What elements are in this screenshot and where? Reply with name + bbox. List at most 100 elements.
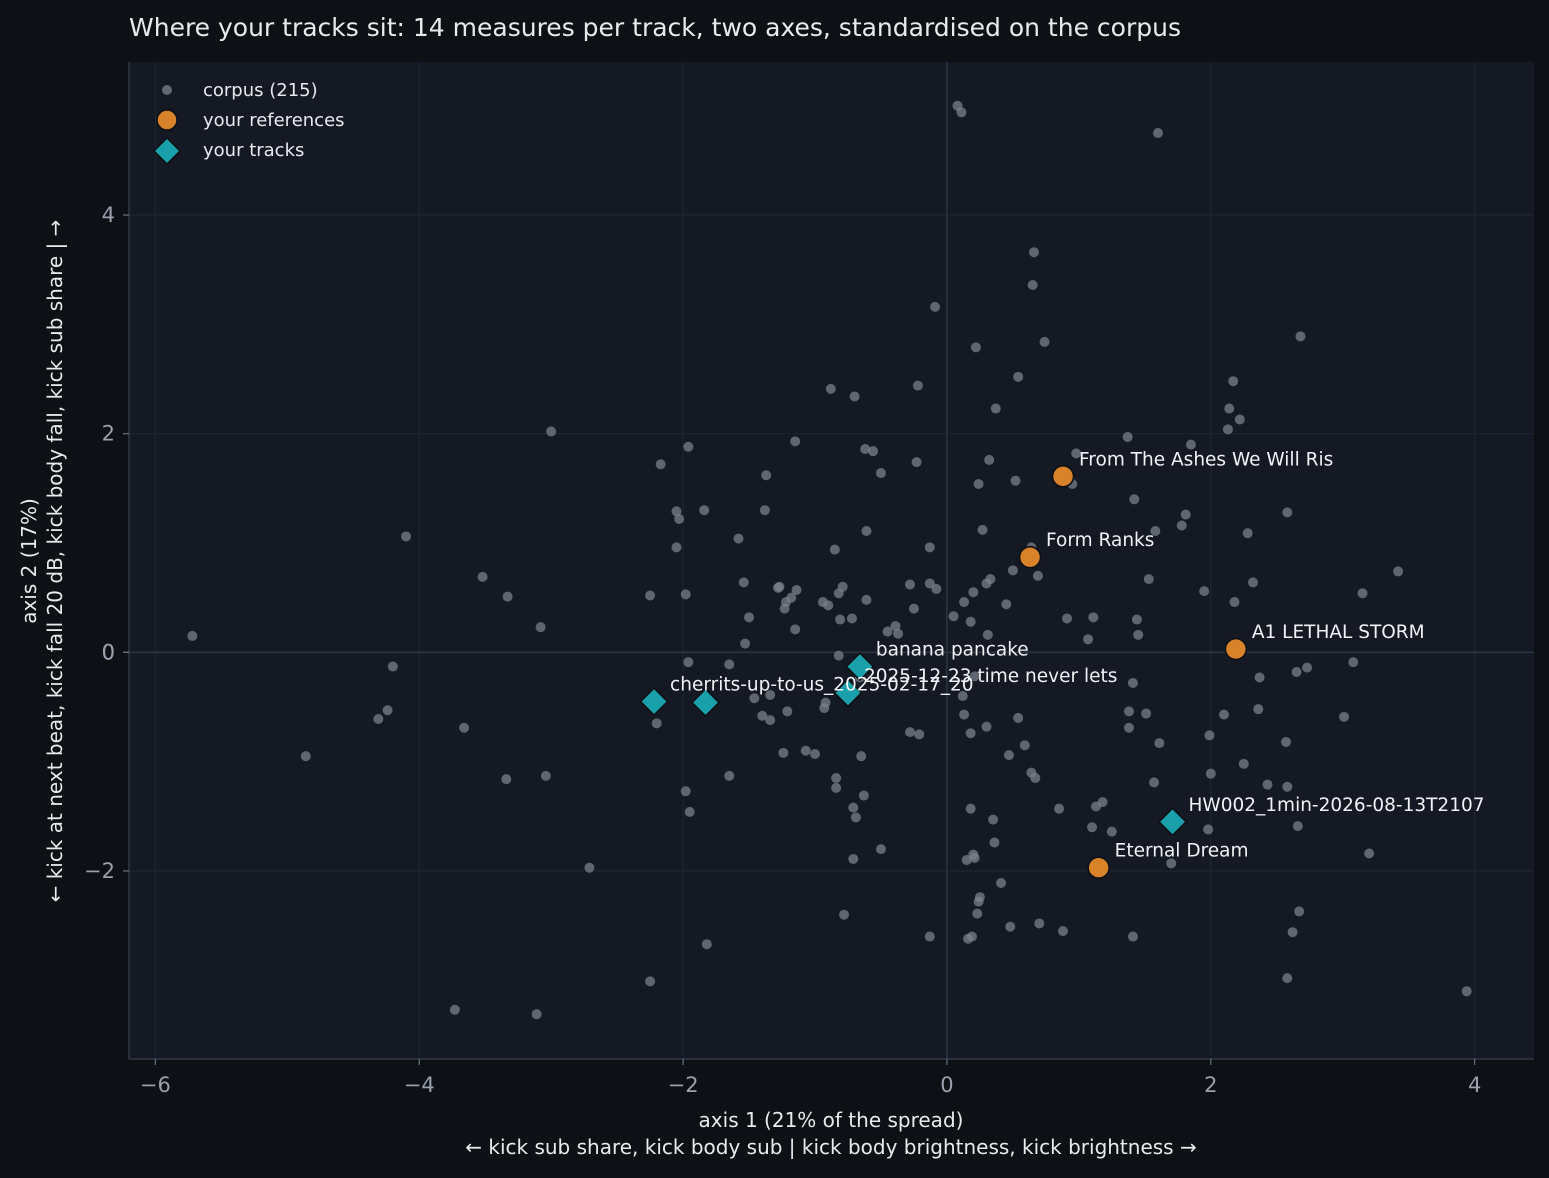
corpus-point xyxy=(671,542,682,553)
corpus-point xyxy=(914,729,925,740)
track-point xyxy=(1157,807,1188,837)
corpus-point xyxy=(502,591,513,602)
corpus-point xyxy=(973,478,984,489)
corpus-point xyxy=(759,505,770,516)
corpus-point xyxy=(300,751,311,762)
corpus-point xyxy=(791,585,802,596)
corpus-point xyxy=(823,600,834,611)
corpus-point xyxy=(908,603,919,614)
track-label: banana pancake xyxy=(876,640,1029,661)
corpus-point xyxy=(1292,821,1303,832)
corpus-point xyxy=(724,770,735,781)
plot-axes xyxy=(128,62,1534,1060)
corpus-point xyxy=(904,579,915,590)
x-axis-sublabel: ← kick sub share, kick body sub | kick b… xyxy=(465,1135,1196,1159)
corpus-point xyxy=(1282,781,1293,792)
corpus-point xyxy=(387,661,398,672)
corpus-point xyxy=(680,589,691,600)
reference-point xyxy=(1018,545,1042,569)
corpus-point xyxy=(848,802,859,813)
corpus-point xyxy=(1034,918,1045,929)
corpus-point xyxy=(1071,448,1082,459)
corpus-point xyxy=(969,852,980,863)
corpus-point xyxy=(684,806,695,817)
legend-corpus-marker xyxy=(162,85,172,95)
track-points xyxy=(639,651,1188,837)
corpus-point xyxy=(1224,403,1235,414)
track-label: cherrits-up-to-us_2025-02-17_20 xyxy=(670,675,974,696)
corpus-point xyxy=(930,301,941,312)
track-label: HW002_1min-2026-08-13T2107 xyxy=(1189,795,1485,816)
corpus-point xyxy=(970,342,981,353)
corpus-point xyxy=(1019,740,1030,751)
corpus-point xyxy=(782,706,793,717)
corpus-point xyxy=(1133,629,1144,640)
legend-references-label: your references xyxy=(203,110,345,131)
corpus-point xyxy=(765,715,776,726)
corpus-point xyxy=(985,574,996,585)
corpus-point xyxy=(893,628,904,639)
legend-references-marker xyxy=(156,109,178,131)
corpus-point xyxy=(1287,927,1298,938)
corpus-point xyxy=(961,855,972,866)
corpus-point xyxy=(1393,566,1404,577)
corpus-point xyxy=(1254,672,1265,683)
corpus-point xyxy=(1228,376,1239,387)
corpus-point xyxy=(724,659,735,670)
corpus-point xyxy=(1364,848,1375,859)
corpus-point xyxy=(856,751,867,762)
corpus-point xyxy=(1143,574,1154,585)
corpus-point xyxy=(1166,858,1177,869)
grid-lines xyxy=(129,62,1534,1059)
corpus-point xyxy=(965,803,976,814)
legend: corpus (215) your references your tracks xyxy=(152,80,345,166)
track-point xyxy=(833,678,863,708)
corpus-point xyxy=(1122,431,1133,442)
corpus-point xyxy=(1199,586,1210,597)
corpus-point xyxy=(1248,577,1258,588)
x-tick-label: 0 xyxy=(940,1073,953,1097)
corpus-point xyxy=(861,594,872,605)
corpus-point xyxy=(738,577,749,588)
corpus-point xyxy=(1088,612,1099,623)
reference-label: A1 LETHAL STORM xyxy=(1252,622,1425,643)
corpus-point xyxy=(924,931,935,942)
corpus-point xyxy=(1291,667,1302,678)
corpus-point xyxy=(839,909,850,920)
corpus-point xyxy=(1007,565,1018,576)
corpus-point xyxy=(540,770,551,781)
corpus-point xyxy=(924,542,935,553)
corpus-point xyxy=(699,505,710,516)
track-point xyxy=(845,651,875,682)
corpus-point xyxy=(849,391,860,402)
corpus-point xyxy=(1013,712,1024,723)
corpus-point xyxy=(990,403,1001,414)
corpus-point xyxy=(749,693,760,704)
corpus-point xyxy=(972,908,983,919)
corpus-point xyxy=(1185,439,1196,450)
corpus-point xyxy=(761,470,772,481)
corpus-point xyxy=(848,853,859,864)
corpus-point xyxy=(1180,509,1191,520)
corpus-point xyxy=(989,837,1000,848)
y-tick-label: −2 xyxy=(84,859,115,883)
corpus-point xyxy=(850,812,861,823)
corpus-point xyxy=(1029,247,1040,258)
corpus-points xyxy=(187,100,1472,1020)
corpus-point xyxy=(546,426,557,437)
corpus-point xyxy=(831,773,842,784)
corpus-point xyxy=(956,107,967,118)
reference-point xyxy=(1087,856,1110,879)
corpus-point xyxy=(988,814,999,825)
corpus-point xyxy=(1461,986,1472,997)
corpus-point xyxy=(1253,704,1264,715)
corpus-point xyxy=(373,714,384,725)
corpus-point xyxy=(957,691,968,702)
corpus-point xyxy=(1242,528,1253,539)
corpus-point xyxy=(965,728,976,739)
corpus-point xyxy=(740,638,751,649)
x-axis-label: axis 1 (21% of the spread) xyxy=(699,1108,964,1132)
y-tick-label: 0 xyxy=(102,640,115,664)
corpus-point xyxy=(1205,768,1216,779)
corpus-point xyxy=(1238,758,1249,769)
